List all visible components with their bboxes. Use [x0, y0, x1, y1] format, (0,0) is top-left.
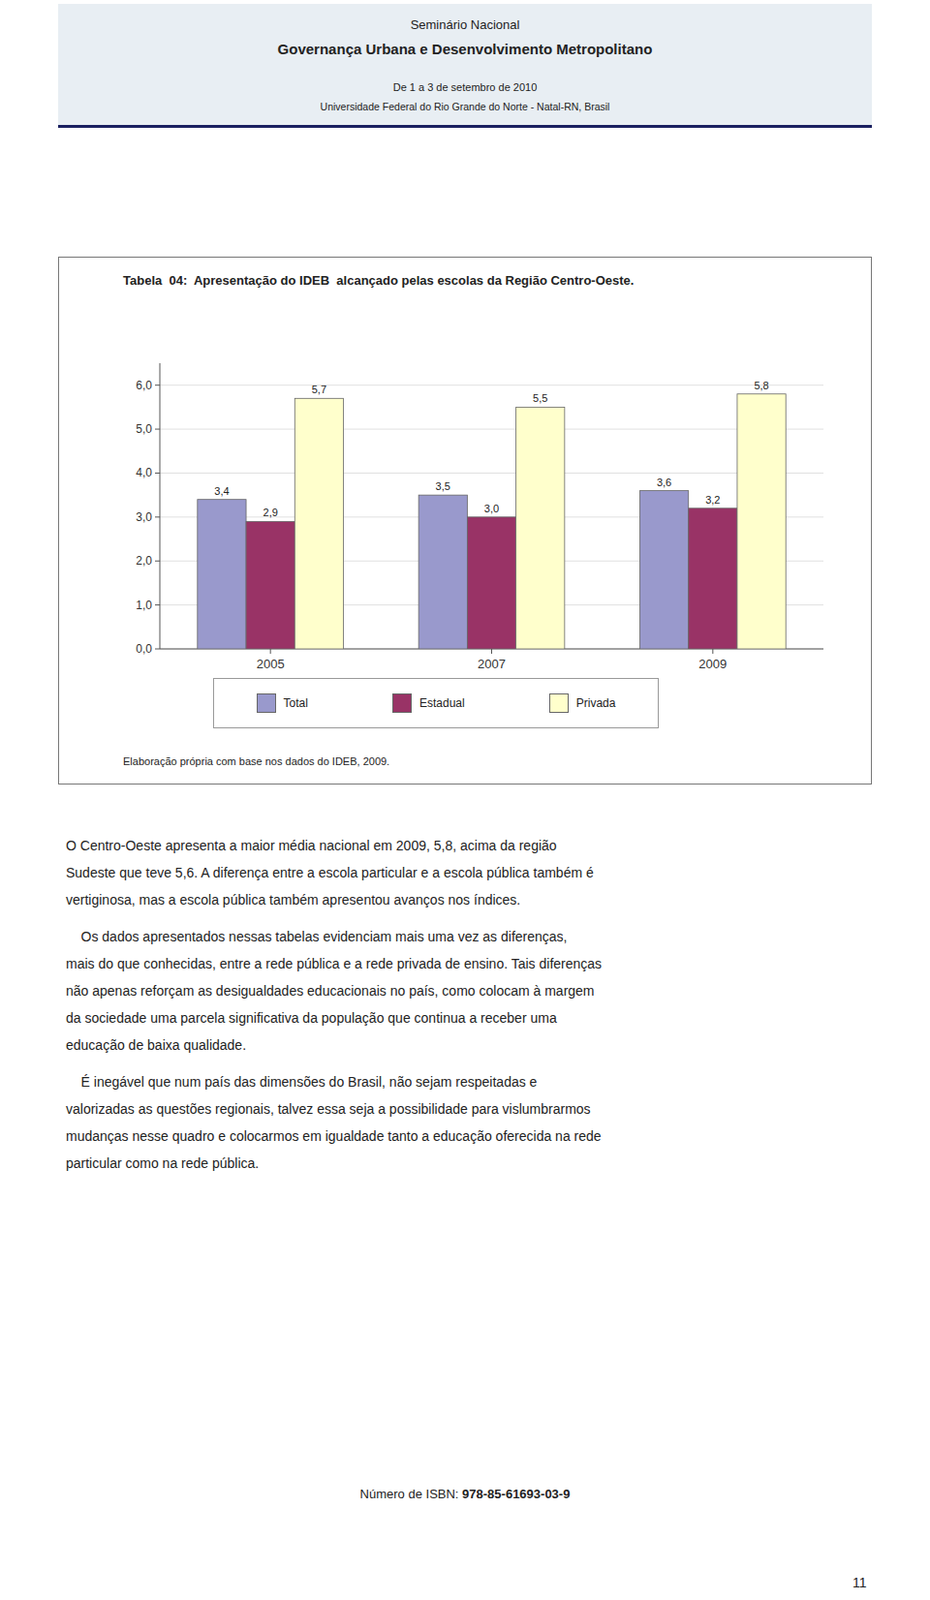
body-line: É inegável que num país das dimensões do… [65, 1074, 537, 1090]
data-label: 5,5 [532, 392, 548, 404]
body-line: da sociedade uma parcela significativa d… [65, 1010, 558, 1026]
chart-svg: 0,01,02,03,04,05,06,02005200720093,43,53… [58, 256, 872, 785]
legend-item: Total [256, 693, 309, 713]
data-label: 5,7 [311, 383, 327, 396]
data-label: 3,2 [705, 494, 720, 506]
y-tick [155, 472, 160, 474]
chart-source: Elaboração própria com base nos dados do… [123, 755, 390, 768]
body-line: vertiginosa, mas a escola pública também… [65, 892, 521, 908]
bar [737, 394, 786, 650]
body-line: particular como na rede pública. [65, 1155, 259, 1172]
x-tick [270, 649, 272, 654]
header-line: Seminário Nacional [58, 17, 872, 32]
isbn-line: Número de ISBN: 978-85-61693-03-9 [0, 1487, 930, 1502]
axes: 0,0 1,0 2,0 3,0 4,0 5,0 6,0 2005 2007 2009 [135, 363, 824, 672]
bar [197, 499, 247, 650]
legend-swatch [549, 693, 569, 713]
legend-swatch [256, 693, 277, 713]
body-line: mais do que conhecidas, entre a rede púb… [65, 956, 602, 972]
y-tick [155, 649, 160, 651]
bar [294, 398, 343, 650]
header: Seminário Nacional Governança Urbana e De… [58, 3, 872, 128]
bar [639, 491, 688, 650]
y-tick-label: 0,0 [135, 642, 153, 656]
grid-line [159, 472, 824, 474]
legend-swatch [392, 693, 412, 713]
y-tick [155, 429, 160, 431]
x-tick [491, 649, 493, 654]
body-line: Sudeste que teve 5,6. A diferença entre … [65, 865, 594, 881]
y-tick-label: 4,0 [135, 465, 153, 480]
bar [516, 406, 565, 650]
y-tick-label: 3,0 [135, 510, 153, 525]
body-line: O Centro-Oeste apresenta a maior média n… [65, 837, 558, 854]
legend-label: Total [283, 696, 309, 711]
y-tick-label: 5,0 [135, 422, 153, 436]
x-tick-label: 2009 [698, 656, 727, 672]
header-line: De 1 a 3 de setembro de 2010 [58, 81, 872, 93]
bar [466, 517, 516, 650]
body-line: valorizadas as questões regionais, talve… [65, 1101, 591, 1117]
legend: Total Estadual Privada [213, 678, 659, 729]
data-label: 5,8 [753, 379, 769, 392]
data-label: 3,5 [435, 480, 451, 493]
legend-item: Privada [549, 693, 617, 713]
data-label: 2,9 [263, 506, 279, 519]
data-label: 3,6 [656, 476, 672, 489]
header-line: Universidade Federal do Rio Grande do No… [58, 100, 872, 113]
page-number: 11 [852, 1575, 868, 1591]
body-line: não apenas reforçam as desigualdades edu… [65, 983, 595, 999]
y-tick [155, 560, 160, 562]
legend-item: Estadual [392, 693, 465, 713]
grid-line [159, 384, 824, 386]
x-tick [712, 649, 713, 654]
isbn-prefix: Número de ISBN: [360, 1487, 464, 1502]
x-tick-label: 2005 [256, 656, 285, 672]
isbn: 978-85-61693-03-9 [462, 1487, 570, 1502]
y-tick-label: 2,0 [135, 554, 153, 568]
y-tick [155, 604, 160, 606]
bar [688, 508, 738, 650]
y-tick-label: 1,0 [135, 598, 153, 613]
x-tick-label: 2007 [477, 656, 506, 672]
body-line: mudanças nesse quadro e colocarmos em ig… [65, 1128, 602, 1145]
y-tick [155, 516, 160, 518]
grid-line [159, 429, 824, 431]
y-tick [155, 384, 160, 386]
legend-label: Privada [576, 696, 617, 711]
bar [246, 521, 295, 650]
body-line: Os dados apresentados nessas tabelas evi… [65, 929, 568, 945]
bars [197, 394, 786, 650]
legend-label: Estadual [419, 696, 465, 711]
y-grid [159, 385, 824, 650]
header-line: Governança Urbana e Desenvolvimento Metr… [58, 40, 872, 58]
body-line: educação de baixa qualidade. [65, 1037, 247, 1054]
y-tick-label: 6,0 [135, 378, 153, 393]
data-labels: 3,4 3,5 3,6 2,9 3,0 3,2 5,7 5,5 5,8 [214, 379, 769, 520]
data-label: 3,0 [484, 502, 499, 515]
chart-title: Tabela 04: Apresentação do IDEB alcançad… [123, 271, 821, 291]
y-axis-line [159, 363, 161, 650]
data-label: 3,4 [214, 485, 229, 497]
bar [418, 495, 467, 650]
